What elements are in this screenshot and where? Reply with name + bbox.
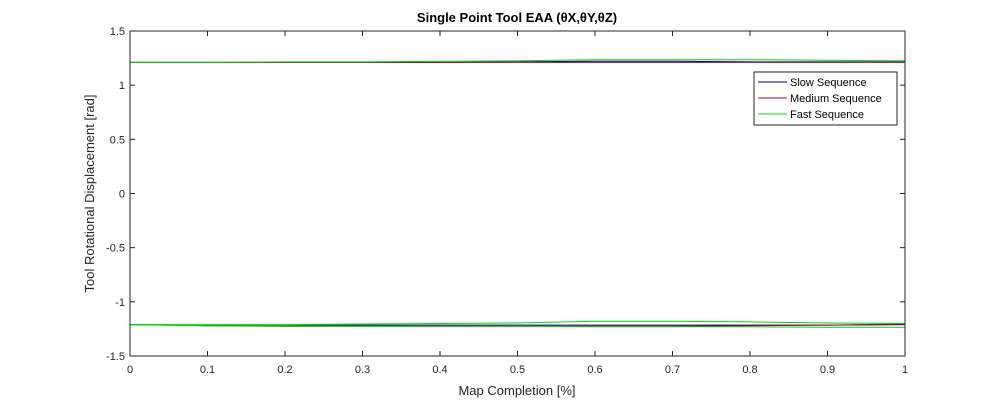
x-tick-label: 0.2	[277, 364, 292, 376]
x-axis-label: Map Completion [%]	[458, 383, 575, 398]
x-tick-label: 0.3	[355, 364, 370, 376]
x-tick-label: 0.8	[742, 364, 757, 376]
y-tick-label: -1.5	[106, 351, 125, 363]
x-tick-label: 0	[127, 364, 133, 376]
x-tick-label: 0.1	[200, 364, 215, 376]
series-line-fast-0	[130, 59, 906, 63]
legend-label-fast: Fast Sequence	[790, 109, 864, 121]
y-tick-label: 1	[119, 80, 125, 92]
y-tick-label: 0.5	[110, 134, 125, 146]
series-line-fast-2	[129, 324, 905, 328]
y-tick-label: -0.5	[106, 243, 125, 255]
y-tick-label: -1	[115, 297, 125, 309]
y-tick-label: 1.5	[110, 26, 125, 38]
series-line-fast-1	[130, 320, 906, 326]
legend-label-slow: Slow Sequence	[790, 77, 866, 89]
legend: Slow Sequence Medium Sequence Fast Seque…	[753, 71, 898, 126]
x-tick-label: 0.4	[432, 364, 447, 376]
x-tick-label: 0.9	[820, 364, 835, 376]
y-axis-label: Tool Rotational Displacement [rad]	[82, 95, 97, 293]
series-layer	[129, 59, 906, 328]
ticks-layer: 0 0.1 0.2 0.3 0.4 0.5 0.6 0.7 0.8 0.9 1 1.5 1 0.5 0 -0.…	[106, 26, 908, 376]
chart-title: Single Point Tool EAA (θX,θY,θZ)	[417, 10, 617, 25]
y-tick-label: 0	[119, 189, 125, 201]
x-tick-label: 1	[902, 364, 908, 376]
x-tick-label: 0.7	[665, 364, 680, 376]
x-tick-label: 0.6	[587, 364, 602, 376]
x-tick-label: 0.5	[510, 364, 525, 376]
axes-box	[129, 30, 906, 357]
legend-label-medium: Medium Sequence	[790, 93, 882, 105]
